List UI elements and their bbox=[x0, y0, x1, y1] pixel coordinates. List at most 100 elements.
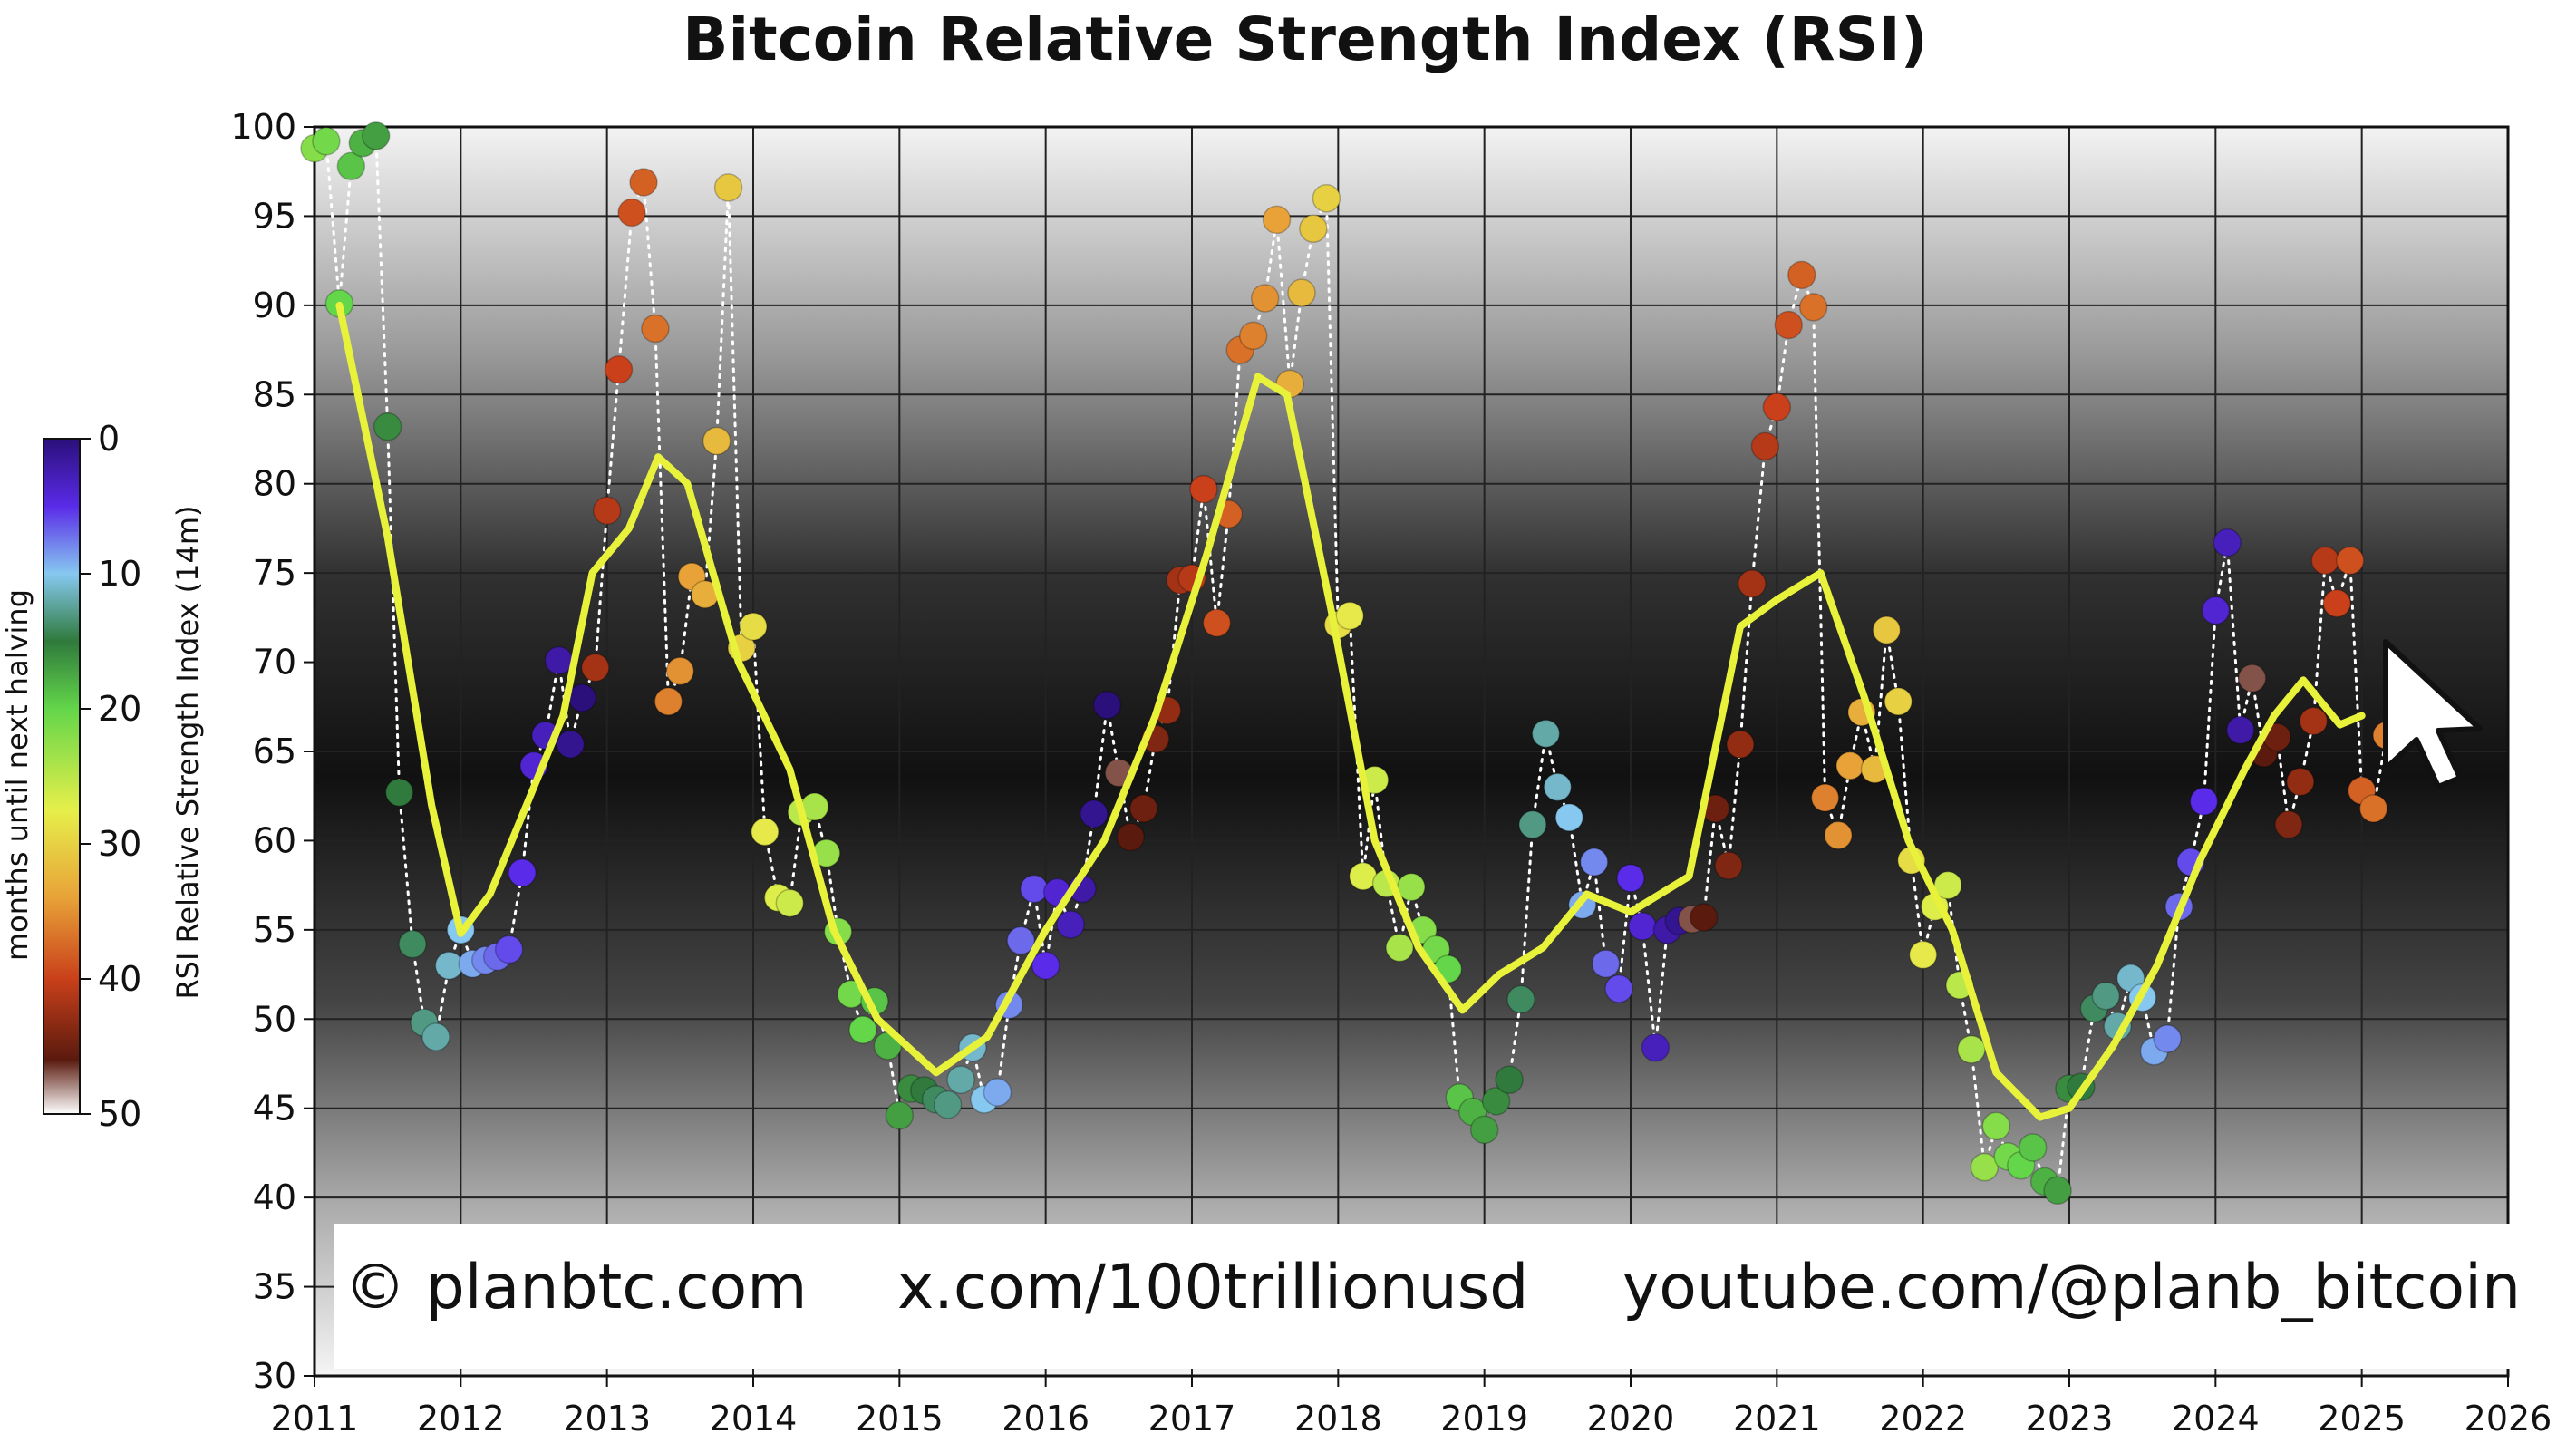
y-tick-label: 85 bbox=[253, 374, 296, 414]
data-point bbox=[1957, 1035, 1986, 1064]
x-tick-label: 2016 bbox=[1002, 1399, 1089, 1438]
data-point bbox=[1335, 601, 1364, 631]
connector-segment bbox=[1910, 858, 1925, 956]
y-tick-label: 65 bbox=[253, 731, 296, 771]
data-point bbox=[2189, 787, 2219, 816]
data-point bbox=[1835, 751, 1864, 780]
data-point bbox=[1262, 205, 1292, 235]
data-point bbox=[2226, 715, 2255, 745]
data-point bbox=[2153, 1024, 2182, 1053]
data-point bbox=[775, 888, 805, 918]
data-point bbox=[629, 168, 658, 197]
x-tick-label: 2026 bbox=[2465, 1399, 2552, 1438]
x-tick-label: 2023 bbox=[2026, 1399, 2114, 1438]
connector-segment bbox=[1215, 512, 1230, 625]
connector-segment bbox=[1288, 291, 1303, 385]
connector-segment bbox=[1653, 928, 1669, 1050]
data-point bbox=[1299, 214, 1328, 243]
data-point bbox=[1872, 615, 1902, 644]
connector-segment bbox=[2165, 905, 2181, 1041]
data-point bbox=[581, 653, 610, 683]
data-point bbox=[751, 817, 780, 847]
data-point bbox=[508, 858, 537, 887]
data-point bbox=[1604, 974, 1633, 1003]
x-tick-label: 2024 bbox=[2172, 1399, 2260, 1438]
connector-segment bbox=[1092, 703, 1109, 816]
colorbar-label: months until next halving bbox=[0, 589, 34, 961]
data-point bbox=[933, 1090, 963, 1119]
data-point bbox=[983, 1078, 1012, 1107]
x-tick-label: 2019 bbox=[1440, 1399, 1528, 1438]
connector-segment bbox=[1275, 218, 1292, 385]
data-point bbox=[1714, 851, 1743, 880]
data-point bbox=[1385, 933, 1414, 963]
connector-segment bbox=[1519, 823, 1535, 1002]
connector-segment bbox=[1702, 807, 1718, 919]
connector-segment bbox=[703, 439, 719, 596]
connector-segment bbox=[594, 509, 609, 669]
y-tick-label: 70 bbox=[253, 643, 296, 683]
connector-segment bbox=[1896, 700, 1913, 862]
data-point bbox=[848, 1015, 877, 1044]
data-point bbox=[2274, 809, 2303, 839]
y-tick-label: 100 bbox=[230, 107, 296, 147]
connector-segment bbox=[1812, 305, 1827, 799]
data-point bbox=[1810, 783, 1840, 812]
data-point bbox=[1202, 608, 1232, 638]
data-point bbox=[1469, 1115, 1499, 1145]
x-tick-label: 2011 bbox=[271, 1399, 359, 1438]
connector-segment bbox=[1946, 884, 1961, 987]
data-point bbox=[1031, 951, 1060, 980]
data-point bbox=[1591, 949, 1621, 979]
data-point bbox=[946, 1065, 975, 1094]
connector-segment bbox=[1970, 1048, 1986, 1169]
data-point bbox=[1824, 820, 1853, 850]
axis-ticks: 30 35 40 45 50 55 60 65 70 75 80 85 90 95 100 2011 2012 2… bbox=[230, 107, 2552, 1438]
data-point bbox=[1787, 260, 1816, 290]
x-tick-label: 2025 bbox=[2318, 1399, 2406, 1438]
y-tick-label: 80 bbox=[253, 464, 296, 504]
connector-segment bbox=[447, 928, 462, 967]
connector-segment bbox=[1324, 197, 1340, 626]
connector-segment bbox=[374, 134, 390, 429]
watermark-site: © planbtc.com bbox=[344, 1252, 808, 1323]
data-point bbox=[885, 1100, 915, 1130]
y-tick-label: 60 bbox=[253, 820, 296, 860]
data-point bbox=[567, 683, 596, 712]
data-point bbox=[1774, 310, 1803, 340]
connector-segment bbox=[324, 140, 341, 305]
data-point bbox=[2336, 546, 2365, 576]
data-point bbox=[1884, 687, 1913, 716]
connector-segment bbox=[751, 625, 767, 834]
connector-segment bbox=[1252, 296, 1267, 337]
data-point bbox=[1908, 940, 1938, 970]
data-point bbox=[1641, 1033, 1671, 1062]
data-point bbox=[1616, 864, 1645, 893]
data-point bbox=[2201, 596, 2231, 625]
data-point bbox=[713, 173, 743, 202]
x-tick-label: 2018 bbox=[1294, 1399, 1382, 1438]
data-point bbox=[702, 426, 731, 456]
x-tick-label: 2014 bbox=[710, 1399, 798, 1438]
x-tick-label: 2013 bbox=[563, 1399, 651, 1438]
data-point bbox=[1970, 1152, 2000, 1182]
data-point bbox=[1738, 569, 1767, 598]
connector-segment bbox=[1202, 488, 1218, 625]
data-point bbox=[544, 645, 574, 675]
x-tick-label: 2022 bbox=[1879, 1399, 1967, 1438]
data-point bbox=[2018, 1133, 2048, 1162]
watermark-youtube: youtube.com/@planb_bitcoin bbox=[1622, 1252, 2521, 1323]
data-point bbox=[362, 121, 391, 150]
data-point bbox=[1397, 872, 1426, 902]
data-point bbox=[384, 778, 414, 808]
connector-segment bbox=[617, 210, 634, 372]
data-point bbox=[665, 656, 695, 686]
data-point bbox=[1750, 431, 1780, 461]
data-point bbox=[1554, 803, 1583, 832]
connector-segment bbox=[2275, 735, 2290, 827]
connector-segment bbox=[1593, 860, 1608, 965]
data-point bbox=[1579, 848, 1609, 877]
connector-segment bbox=[1727, 742, 1742, 867]
data-point bbox=[2237, 664, 2267, 693]
data-point bbox=[1628, 912, 1657, 941]
